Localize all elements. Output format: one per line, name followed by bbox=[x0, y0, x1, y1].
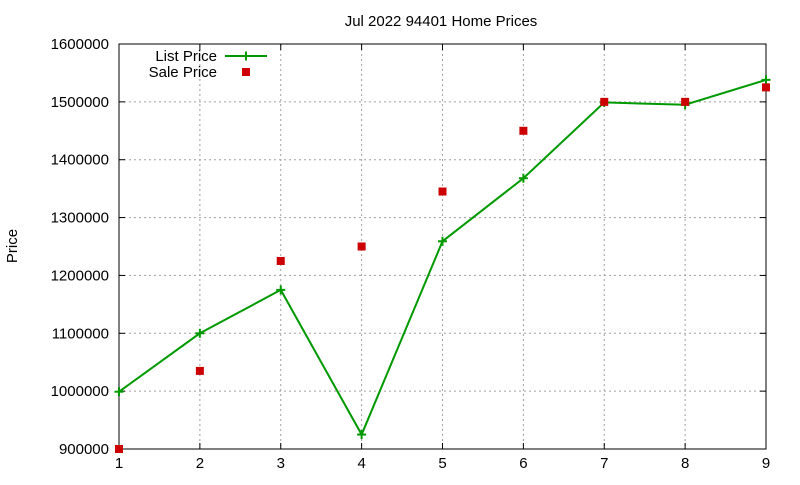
data-point bbox=[357, 430, 367, 440]
data-point bbox=[276, 256, 285, 265]
data-point bbox=[276, 285, 286, 295]
y-tick-label: 1200000 bbox=[51, 267, 109, 284]
data-point bbox=[115, 445, 123, 453]
y-tick-label: 900000 bbox=[59, 441, 109, 458]
data-point bbox=[519, 126, 528, 135]
data-point bbox=[761, 75, 771, 85]
legend-marker bbox=[241, 51, 251, 61]
data-series bbox=[114, 75, 771, 453]
data-point bbox=[438, 187, 447, 196]
axes: 1 2 3 4 5 6 7 8 9 900000 1000000 1100000 1200000 1300… bbox=[51, 36, 771, 472]
x-tick-label: 1 bbox=[115, 455, 123, 472]
data-point bbox=[600, 97, 609, 106]
y-tick-label: 1600000 bbox=[51, 36, 109, 53]
y-tick-label: 1000000 bbox=[51, 383, 109, 400]
data-point bbox=[438, 236, 447, 246]
x-tick-label: 5 bbox=[438, 455, 446, 472]
x-tick-label: 6 bbox=[519, 455, 527, 472]
data-point bbox=[195, 328, 205, 338]
data-point bbox=[762, 83, 770, 92]
data-point bbox=[518, 173, 528, 183]
y-tick-label: 1300000 bbox=[51, 210, 109, 227]
data-point bbox=[195, 366, 204, 375]
x-tick-label: 2 bbox=[196, 455, 204, 472]
plot-border bbox=[118, 43, 767, 450]
data-point bbox=[357, 242, 366, 251]
y-tick-label: 1100000 bbox=[52, 325, 109, 342]
x-tick-label: 7 bbox=[600, 455, 608, 472]
y-tick-label: 1500000 bbox=[51, 94, 109, 111]
legend-marker bbox=[242, 68, 250, 76]
chart-title: Jul 2022 94401 Home Prices bbox=[345, 13, 538, 30]
y-axis-label: Price bbox=[4, 229, 21, 263]
series-line bbox=[118, 78, 767, 437]
legend-label: List Price bbox=[155, 48, 217, 65]
x-tick-label: 4 bbox=[357, 455, 365, 472]
legend-label: Sale Price bbox=[149, 64, 217, 81]
data-point bbox=[681, 97, 690, 106]
data-point bbox=[114, 387, 124, 397]
x-tick-label: 8 bbox=[681, 455, 689, 472]
x-tick-label: 9 bbox=[762, 455, 770, 472]
series-sale-price bbox=[115, 83, 770, 453]
y-tick-label: 1400000 bbox=[51, 152, 109, 169]
x-tick-label: 3 bbox=[277, 455, 285, 472]
